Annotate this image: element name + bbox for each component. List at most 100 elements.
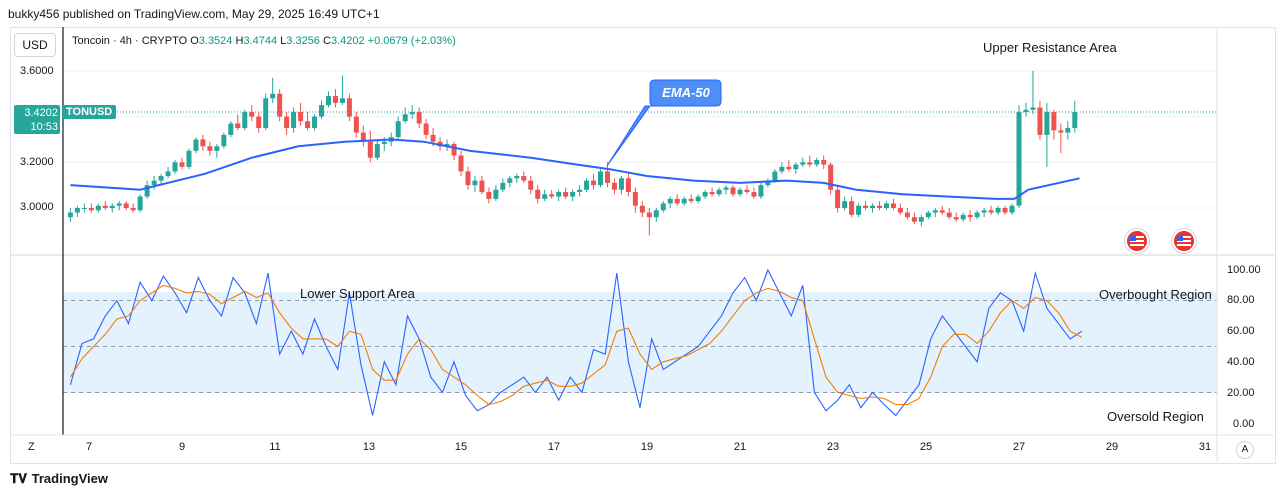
tradingview-brand: TradingView: [31, 471, 108, 486]
candle-body: [883, 203, 889, 208]
time-tick: 25: [919, 441, 933, 453]
currency-button[interactable]: USD: [14, 33, 56, 57]
candle-body: [409, 112, 415, 115]
rsi-band: [63, 292, 1217, 393]
candle-body: [207, 146, 213, 151]
candle-body: [67, 212, 73, 218]
candle-body: [500, 182, 506, 190]
candle-body: [291, 112, 297, 129]
candle-body: [577, 189, 583, 193]
publisher-header: bukky456 published on TradingView.com, M…: [8, 7, 380, 21]
candle-body: [402, 114, 408, 122]
auto-scale-button[interactable]: A: [1236, 441, 1254, 459]
candle-body: [1016, 112, 1022, 206]
candle-body: [465, 171, 471, 186]
legend-change: +0.0679 (+2.03%): [367, 35, 456, 47]
rsi-tick: 0.00: [1233, 418, 1255, 430]
candle-body: [95, 205, 101, 211]
candle-body: [514, 176, 520, 179]
candle-body: [277, 93, 283, 117]
candle-body: [472, 180, 478, 186]
candle-body: [451, 144, 457, 156]
candle-body: [1044, 112, 1050, 135]
candle-body: [953, 217, 959, 220]
candle-body: [681, 198, 687, 204]
candle-body: [870, 205, 876, 208]
candle-body: [807, 162, 813, 165]
candle-body: [193, 139, 199, 151]
candle-body: [863, 205, 869, 208]
candle-body: [925, 212, 931, 218]
candle-body: [1072, 112, 1078, 129]
candle-body: [904, 212, 910, 218]
candle-body: [849, 201, 855, 215]
candle-body: [639, 205, 645, 213]
time-tick: 9: [178, 441, 186, 453]
candle-body: [367, 141, 373, 158]
candle-body: [1030, 107, 1036, 110]
candle-body: [646, 212, 652, 218]
candle-body: [374, 144, 380, 158]
candle-body: [584, 180, 590, 190]
time-tick: 7: [85, 441, 93, 453]
candle-body: [74, 208, 80, 213]
candle-body: [897, 208, 903, 213]
us-event-flag-icon[interactable]: [1172, 229, 1196, 253]
us-event-flag-icon[interactable]: [1125, 229, 1149, 253]
candle-body: [130, 208, 136, 211]
candle-body: [395, 121, 401, 138]
candle-body: [186, 150, 192, 167]
candle-body: [458, 155, 464, 172]
candle-body: [528, 180, 534, 190]
rsi-tick: 20.00: [1227, 387, 1255, 399]
candle-body: [890, 203, 896, 208]
candle-body: [507, 178, 513, 183]
current-price: 3.4202: [24, 107, 58, 119]
candle-body: [486, 192, 492, 199]
candle-body: [842, 201, 848, 208]
candle-body: [214, 146, 220, 151]
candle-body: [688, 198, 694, 202]
candle-body: [967, 214, 973, 218]
time-tick: 27: [1012, 441, 1026, 453]
candle-body: [542, 194, 548, 199]
candle-body: [144, 185, 150, 197]
candle-body: [939, 210, 945, 213]
candle-body: [702, 192, 708, 197]
candle-body: [814, 160, 820, 165]
time-tick: 21: [733, 441, 747, 453]
candle-body: [360, 132, 366, 142]
ohlc-legend: Toncoin · 4h · CRYPTO O3.3524 H3.4744 L3…: [72, 35, 456, 47]
legend-symbol[interactable]: Toncoin · 4h · CRYPTO: [72, 35, 188, 47]
candle-body: [591, 180, 597, 186]
candle-body: [172, 162, 178, 172]
candle-body: [660, 203, 666, 211]
candle-body: [1023, 109, 1029, 113]
candle-body: [116, 203, 122, 206]
time-tick: 11: [269, 441, 281, 453]
upper-resistance-label: Upper Resistance Area: [983, 40, 1117, 55]
time-tick: 29: [1105, 441, 1119, 453]
candle-body: [828, 164, 834, 190]
time-tick: 15: [454, 441, 468, 453]
candle-body: [1058, 130, 1064, 133]
candle-body: [737, 189, 743, 195]
legend-high: 3.4744: [243, 35, 278, 47]
candle-body: [332, 96, 338, 103]
zoom-button[interactable]: Z: [28, 441, 35, 453]
candle-body: [256, 116, 262, 129]
candle-body: [1002, 208, 1008, 213]
candle-body: [305, 121, 311, 129]
candle-body: [918, 217, 924, 222]
candle-body: [493, 189, 499, 199]
candle-body: [716, 189, 722, 195]
price-tick: 3.6000: [20, 65, 54, 77]
legend-close: 3.4202: [330, 35, 365, 47]
price-tick: 3.0000: [20, 201, 54, 213]
time-tick: 31: [1198, 441, 1212, 453]
candle-body: [946, 212, 952, 218]
rsi-tick: 80.00: [1227, 294, 1255, 306]
candle-body: [751, 192, 757, 197]
candle-body: [381, 141, 387, 145]
